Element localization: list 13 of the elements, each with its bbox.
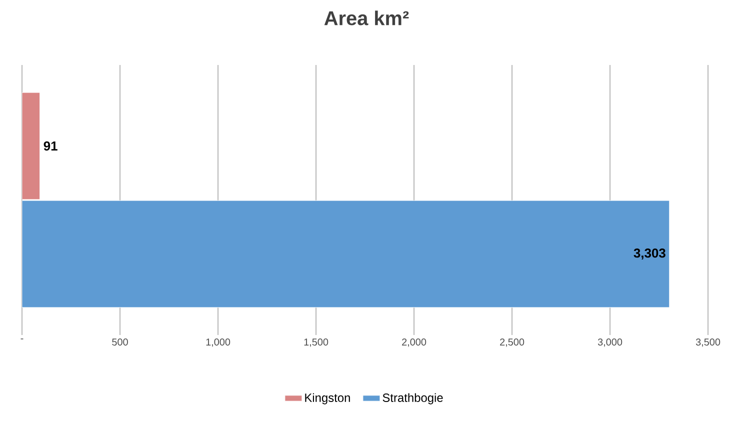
x-tick-label: 2,000 [402, 338, 426, 347]
legend-label: Strathbogie [382, 393, 443, 404]
x-tick-label: 2,500 [500, 338, 524, 347]
x-tick-label: 3,000 [598, 338, 622, 347]
x-tick-label: 3,500 [696, 338, 720, 347]
x-tick-label: 1,000 [206, 338, 230, 347]
x-tick-label: 1,500 [304, 338, 328, 347]
data-label: 91 [44, 141, 58, 151]
chart-title: Area km² [324, 10, 409, 26]
x-tick-label: 500 [112, 338, 128, 346]
data-label: 3,303 [634, 248, 666, 260]
legend-label: Kingston [305, 393, 350, 404]
x-tick-label: - [20, 338, 24, 340]
